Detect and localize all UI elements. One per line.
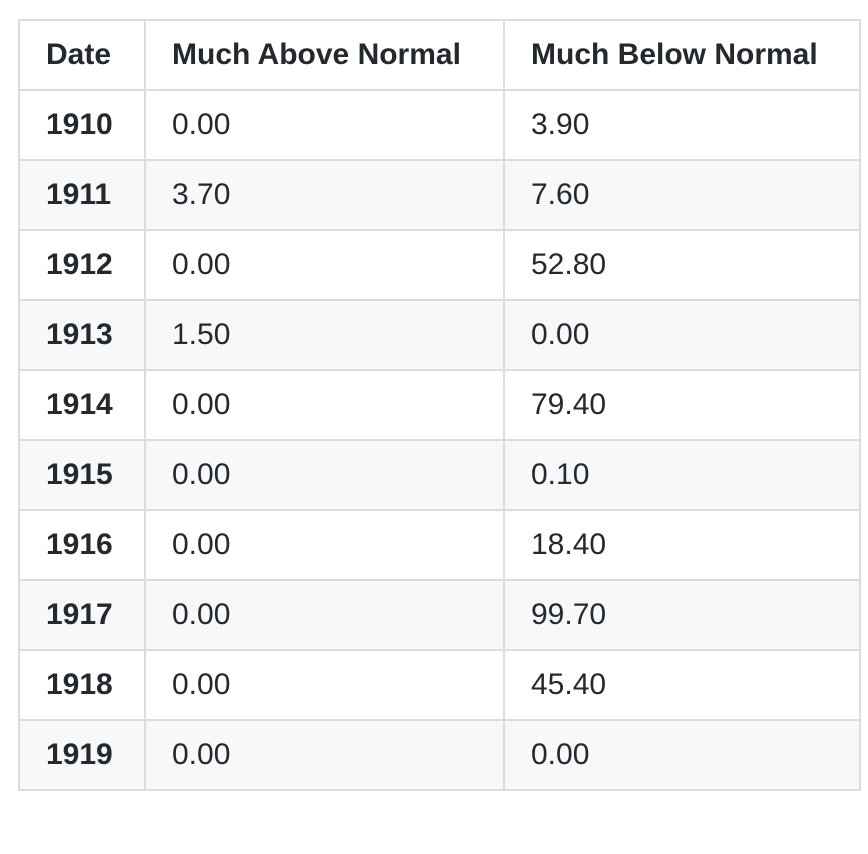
much-below-normal-cell: 45.40 <box>503 649 861 721</box>
table-row: 1916 0.00 18.40 <box>18 509 861 581</box>
date-cell: 1911 <box>18 159 146 231</box>
column-header-much-below-normal: Much Below Normal <box>503 19 861 91</box>
much-below-normal-cell: 7.60 <box>503 159 861 231</box>
much-below-normal-cell: 0.00 <box>503 299 861 371</box>
table-row: 1914 0.00 79.40 <box>18 369 861 441</box>
much-above-normal-cell: 0.00 <box>144 369 505 441</box>
much-below-normal-cell: 0.10 <box>503 439 861 511</box>
table-row: 1912 0.00 52.80 <box>18 229 861 301</box>
much-above-normal-cell: 0.00 <box>144 89 505 161</box>
much-below-normal-cell: 0.00 <box>503 719 861 791</box>
date-cell: 1912 <box>18 229 146 301</box>
data-table: Date Much Above Normal Much Below Normal… <box>18 19 861 791</box>
date-cell: 1917 <box>18 579 146 651</box>
table-body: 1910 0.00 3.90 1911 3.70 7.60 1912 0.00 … <box>18 89 861 791</box>
date-cell: 1913 <box>18 299 146 371</box>
much-above-normal-cell: 3.70 <box>144 159 505 231</box>
column-header-much-above-normal: Much Above Normal <box>144 19 505 91</box>
date-cell: 1914 <box>18 369 146 441</box>
table-row: 1918 0.00 45.40 <box>18 649 861 721</box>
date-cell: 1916 <box>18 509 146 581</box>
much-above-normal-cell: 0.00 <box>144 579 505 651</box>
table-row: 1915 0.00 0.10 <box>18 439 861 511</box>
much-below-normal-cell: 79.40 <box>503 369 861 441</box>
column-header-date: Date <box>18 19 146 91</box>
table-row: 1919 0.00 0.00 <box>18 719 861 791</box>
date-cell: 1910 <box>18 89 146 161</box>
much-below-normal-cell: 99.70 <box>503 579 861 651</box>
much-below-normal-cell: 3.90 <box>503 89 861 161</box>
much-above-normal-cell: 0.00 <box>144 649 505 721</box>
much-below-normal-cell: 52.80 <box>503 229 861 301</box>
much-above-normal-cell: 0.00 <box>144 509 505 581</box>
much-above-normal-cell: 0.00 <box>144 719 505 791</box>
much-above-normal-cell: 0.00 <box>144 439 505 511</box>
much-below-normal-cell: 18.40 <box>503 509 861 581</box>
date-cell: 1919 <box>18 719 146 791</box>
much-above-normal-cell: 0.00 <box>144 229 505 301</box>
table-row: 1917 0.00 99.70 <box>18 579 861 651</box>
header-row: Date Much Above Normal Much Below Normal <box>18 19 861 91</box>
much-above-normal-cell: 1.50 <box>144 299 505 371</box>
date-cell: 1918 <box>18 649 146 721</box>
date-cell: 1915 <box>18 439 146 511</box>
table-row: 1910 0.00 3.90 <box>18 89 861 161</box>
table-row: 1913 1.50 0.00 <box>18 299 861 371</box>
table-header: Date Much Above Normal Much Below Normal <box>18 19 861 91</box>
table-row: 1911 3.70 7.60 <box>18 159 861 231</box>
